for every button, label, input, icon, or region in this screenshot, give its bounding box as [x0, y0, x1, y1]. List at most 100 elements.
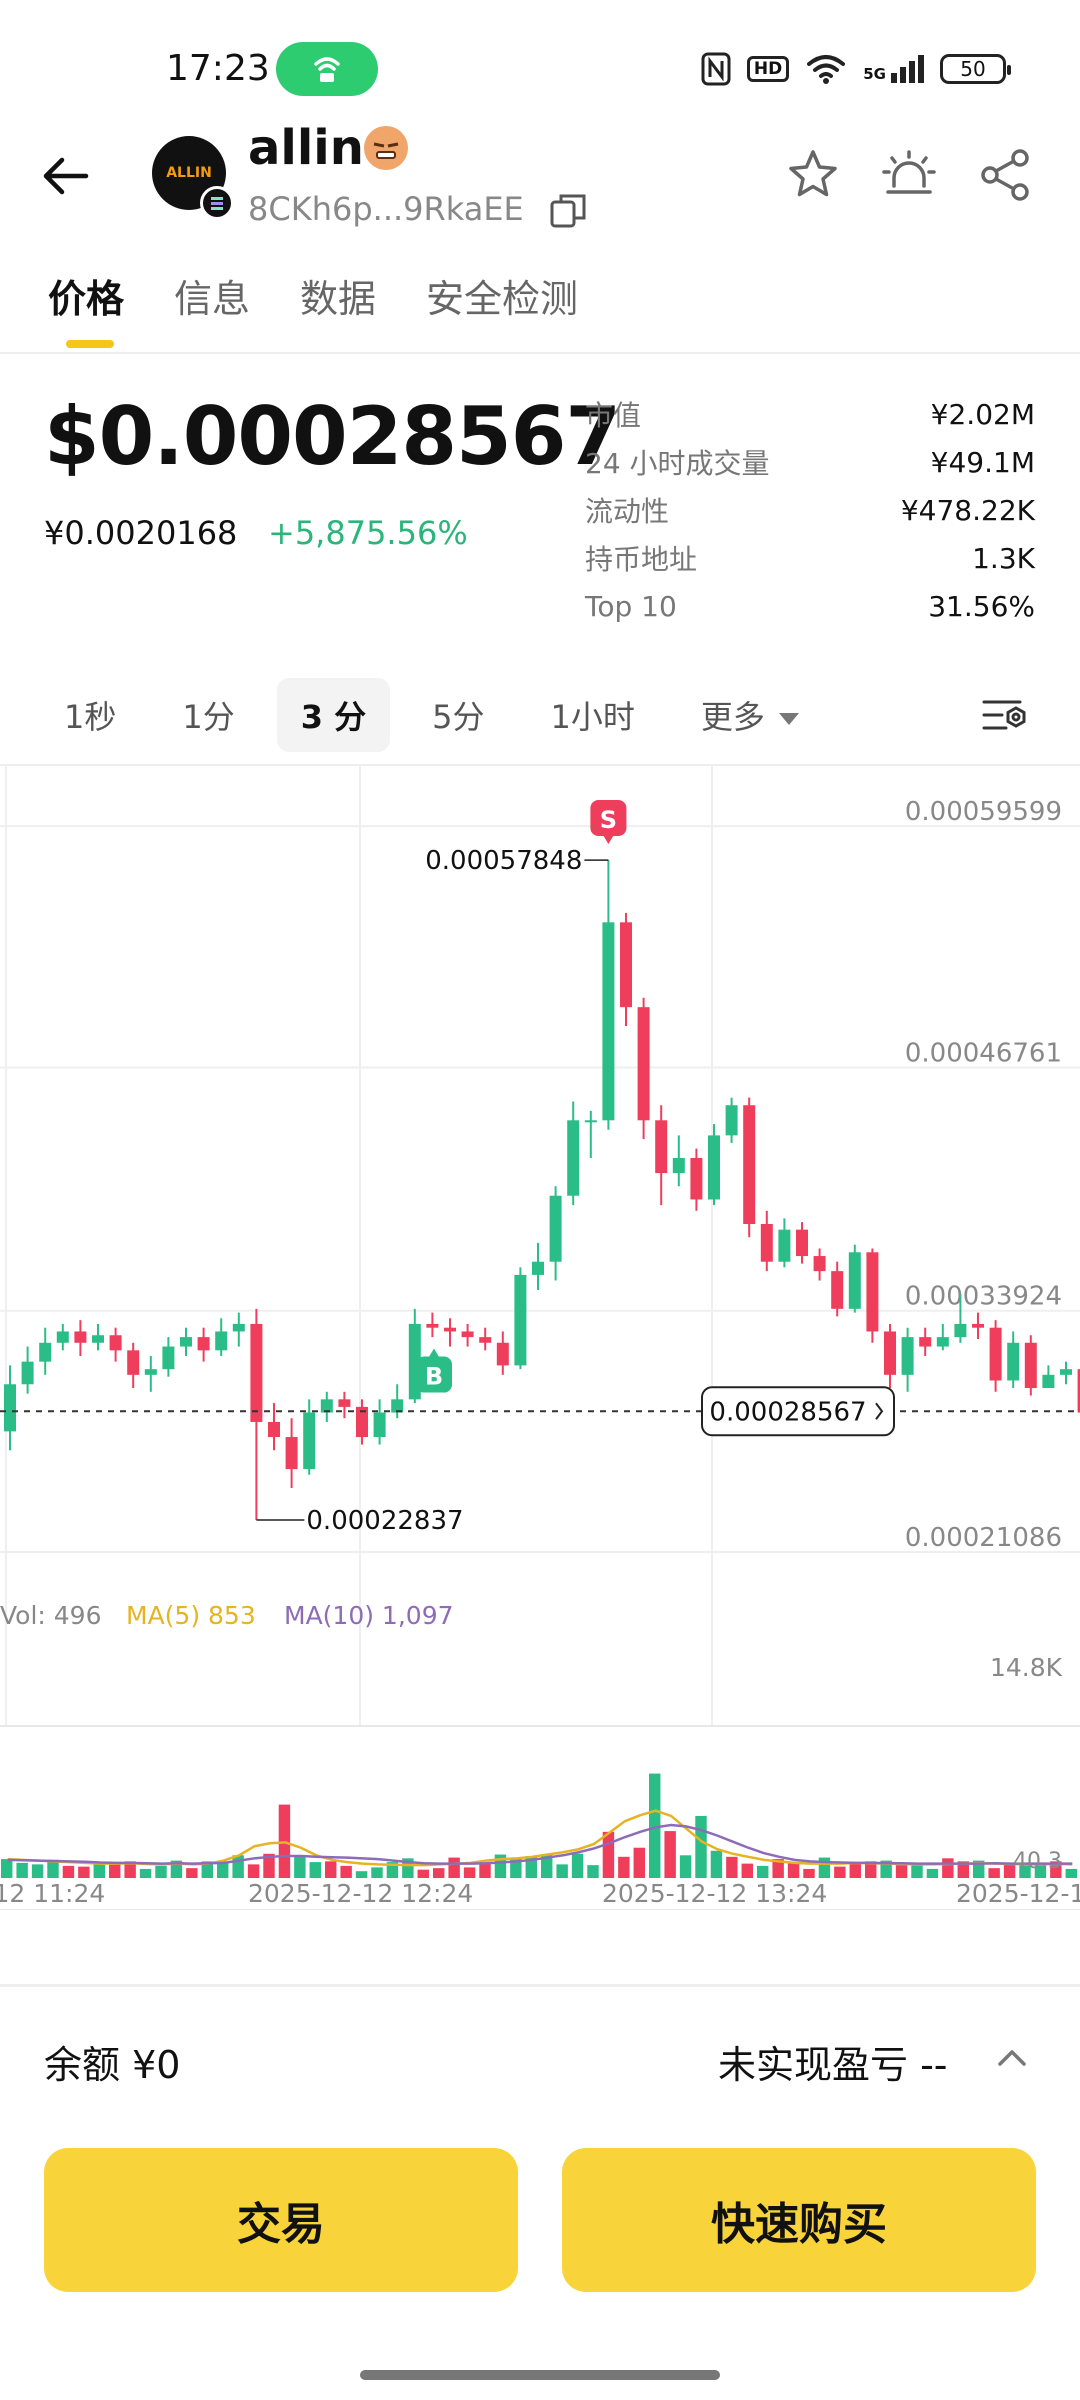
interval-3m[interactable]: 3 分	[276, 678, 391, 752]
volume-bar	[78, 1866, 90, 1878]
candle	[725, 1105, 738, 1136]
tab-price[interactable]: 价格	[48, 277, 125, 321]
stat-top10: Top 10 31.56%	[585, 582, 1035, 630]
volume-bar	[417, 1869, 429, 1878]
balance-text: 余额 ¥0	[44, 2043, 181, 2087]
volume-bar	[62, 1865, 75, 1878]
chevron-up-icon[interactable]	[994, 2040, 1030, 2076]
interval-1h[interactable]: 1小时	[550, 698, 635, 736]
volume-legend-vol: Vol: 496	[0, 1601, 102, 1630]
candle	[56, 1331, 69, 1343]
stat-value: 31.56%	[928, 589, 1035, 623]
back-arrow-icon[interactable]	[36, 146, 96, 206]
candle	[4, 1384, 16, 1432]
volume-bar	[664, 1831, 676, 1878]
volume-bar	[170, 1860, 183, 1878]
stat-value: ¥49.1M	[930, 445, 1035, 479]
interval-more[interactable]: 更多	[677, 678, 823, 752]
stat-holders: 持币地址 1.3K	[585, 534, 1035, 582]
stat-label: 流动性	[585, 495, 670, 528]
star-icon[interactable]	[784, 146, 842, 204]
volume-bar	[633, 1847, 645, 1878]
hotspot-icon	[314, 57, 340, 82]
share-icon[interactable]	[976, 146, 1034, 204]
candle	[303, 1412, 316, 1470]
active-tab-indicator	[66, 340, 114, 348]
candle	[1077, 1369, 1080, 1413]
candle	[373, 1412, 386, 1438]
tab-data[interactable]: 数据	[300, 277, 377, 321]
volume-bar	[679, 1855, 692, 1878]
candle	[972, 1323, 984, 1328]
price-chart[interactable]: 0.00059599 0.00046761 0.00033924 0.00021086…	[0, 766, 1080, 1910]
nfc-icon	[701, 52, 731, 86]
trade-button[interactable]: 交易	[44, 2148, 518, 2292]
tabs-divider	[0, 352, 1080, 354]
volume-bar	[309, 1862, 321, 1878]
candle	[461, 1331, 474, 1338]
candle	[426, 1323, 439, 1328]
volume-bar	[880, 1860, 892, 1878]
x-axis-label: 2025-12-12 12:24	[248, 1879, 473, 1908]
stat-label: 市值	[585, 399, 642, 432]
alert-icon[interactable]	[880, 146, 938, 204]
volume-bar	[942, 1858, 954, 1878]
home-indicator[interactable]	[360, 2370, 720, 2380]
candle	[567, 1120, 580, 1196]
candle	[1042, 1374, 1055, 1389]
volume-bar	[726, 1856, 738, 1878]
tab-security-check[interactable]: 安全检测	[426, 277, 579, 321]
volume-legend-ma5: MA(5) 853	[126, 1601, 256, 1630]
interval-divider	[0, 764, 1080, 766]
volume-bar	[602, 1831, 615, 1878]
hotspot-pill[interactable]	[276, 42, 378, 96]
candle	[989, 1327, 1002, 1381]
volume-bar	[757, 1865, 769, 1878]
interval-1m[interactable]: 1分	[182, 698, 235, 736]
price-usd: $0.00028567	[44, 390, 621, 483]
candle	[690, 1158, 703, 1200]
interval-1s[interactable]: 1秒	[64, 698, 117, 736]
candle	[21, 1361, 34, 1385]
volume-bar	[818, 1857, 831, 1878]
candle	[602, 922, 615, 1121]
volume-bar	[448, 1857, 460, 1878]
main-tabs: 价格 信息 数据 安全检测	[48, 268, 578, 323]
solana-chain-icon	[200, 186, 234, 220]
volume-bar	[834, 1866, 846, 1878]
candle	[479, 1337, 492, 1343]
stat-label: 持币地址	[585, 543, 698, 576]
buy-marker-tail	[428, 1348, 440, 1359]
candle	[144, 1369, 157, 1375]
interval-5m[interactable]: 5分	[432, 698, 485, 736]
candle	[743, 1105, 756, 1224]
volume-axis-min: 40.3	[1013, 1849, 1062, 1874]
volume-bar	[618, 1856, 630, 1878]
volume-legend-ma10: MA(10) 1,097	[284, 1601, 454, 1630]
candle	[760, 1223, 773, 1262]
unrealized-pnl[interactable]: 未实现盈亏 --	[718, 2043, 948, 2087]
candle	[92, 1335, 104, 1343]
network-type: 5G	[863, 65, 886, 83]
copy-icon[interactable]	[548, 190, 588, 230]
tab-info[interactable]: 信息	[174, 277, 251, 321]
volume-bar	[109, 1864, 121, 1878]
volume-bar	[895, 1865, 908, 1878]
quick-buy-button[interactable]: 快速购买	[562, 2148, 1036, 2292]
candle	[936, 1337, 949, 1347]
high-price-label: 0.00057848	[425, 846, 582, 876]
chart-settings-icon[interactable]	[980, 690, 1030, 740]
price-change: +5,875.56%	[268, 514, 468, 552]
x-axis-label: 2025-12-12 13:24	[602, 1879, 827, 1908]
y-axis-label: 0.00046761	[905, 1039, 1062, 1069]
candle	[1007, 1342, 1020, 1381]
volume-bar	[371, 1867, 383, 1878]
volume-bar	[232, 1855, 244, 1878]
candle	[620, 922, 632, 1008]
volume-bar	[155, 1865, 167, 1878]
volume-bar	[355, 1871, 368, 1878]
volume-bar	[973, 1860, 985, 1878]
x-axis-label: 2025-12-12 11:24	[0, 1879, 105, 1908]
volume-bar	[695, 1815, 707, 1878]
volume-bar	[772, 1859, 784, 1878]
